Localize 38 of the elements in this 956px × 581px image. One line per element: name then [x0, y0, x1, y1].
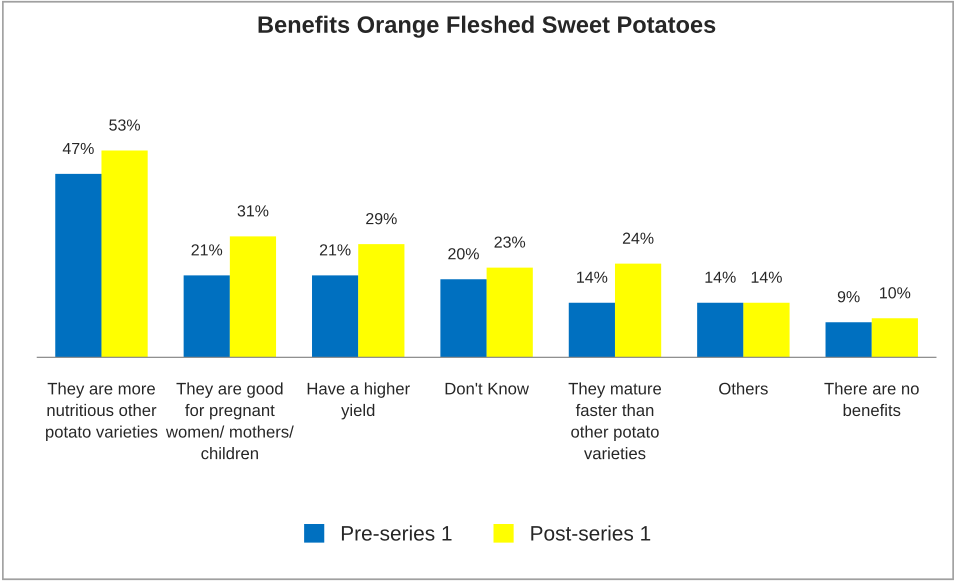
bar: [312, 275, 358, 358]
bar: [184, 275, 230, 358]
bar: [55, 174, 102, 358]
data-label: 29%: [366, 213, 397, 224]
x-tick-label: Others: [719, 382, 768, 395]
x-tick-label: Have a higher yield: [308, 382, 410, 420]
data-label: 14%: [577, 272, 608, 283]
data-label: 31%: [238, 205, 268, 217]
data-label: 10%: [880, 287, 910, 298]
legend-label: Post-series 1: [531, 525, 650, 541]
bar: [826, 322, 872, 358]
bar: [697, 302, 744, 358]
bar: [358, 244, 404, 358]
x-tick-label: There are no benefits: [824, 382, 919, 416]
legend-label: Pre-series 1: [342, 525, 452, 541]
bar: [568, 302, 615, 358]
data-label: 21%: [320, 244, 351, 256]
data-label: 14%: [752, 272, 782, 283]
x-tick-label: They mature faster than other potato varieties: [568, 382, 662, 460]
bar: [614, 264, 662, 358]
x-tick-label: They are more nutritious other potato varieties: [46, 382, 158, 441]
data-label: 14%: [705, 272, 736, 283]
data-label: 47%: [62, 142, 94, 154]
bar: [101, 150, 148, 358]
data-label: 24%: [622, 232, 654, 244]
data-label: 23%: [494, 236, 526, 248]
data-label: 21%: [192, 244, 222, 256]
bar: [486, 268, 533, 358]
x-tick-label: Don't Know: [446, 382, 529, 395]
x-tick-label: They are good for pregnant women/ mothers/ children: [166, 382, 294, 460]
bar: [743, 302, 790, 358]
data-label: 9%: [838, 291, 860, 302]
data-label: 53%: [109, 119, 140, 131]
chart-title: Benefits Orange Fleshed Sweet Potatoes: [258, 16, 716, 38]
bar: [872, 318, 918, 358]
data-label: 20%: [448, 248, 479, 260]
bar: [230, 236, 276, 358]
bar: [440, 279, 487, 358]
